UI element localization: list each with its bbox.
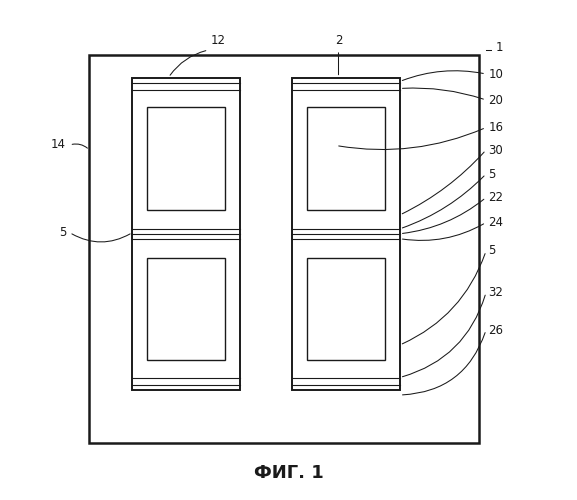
- Text: ФИГ. 1: ФИГ. 1: [254, 464, 323, 481]
- Text: 14: 14: [51, 138, 66, 151]
- Text: 5: 5: [489, 244, 496, 258]
- Bar: [292, 78, 400, 390]
- Bar: [132, 78, 240, 390]
- Bar: [88, 55, 478, 442]
- Bar: [307, 108, 385, 210]
- Text: 22: 22: [489, 191, 504, 204]
- Bar: [147, 258, 225, 360]
- Text: 1: 1: [496, 41, 504, 54]
- Text: 26: 26: [489, 324, 504, 336]
- Text: 12: 12: [211, 34, 226, 48]
- Text: 16: 16: [489, 121, 504, 134]
- Text: 5: 5: [489, 168, 496, 180]
- Text: 20: 20: [489, 94, 503, 106]
- Text: 5: 5: [59, 226, 66, 239]
- Text: 30: 30: [489, 144, 503, 156]
- Text: 32: 32: [489, 286, 503, 299]
- Text: 10: 10: [489, 68, 503, 80]
- Text: 2: 2: [335, 34, 342, 48]
- Text: 24: 24: [489, 216, 504, 229]
- Bar: [147, 108, 225, 210]
- Bar: [307, 258, 385, 360]
